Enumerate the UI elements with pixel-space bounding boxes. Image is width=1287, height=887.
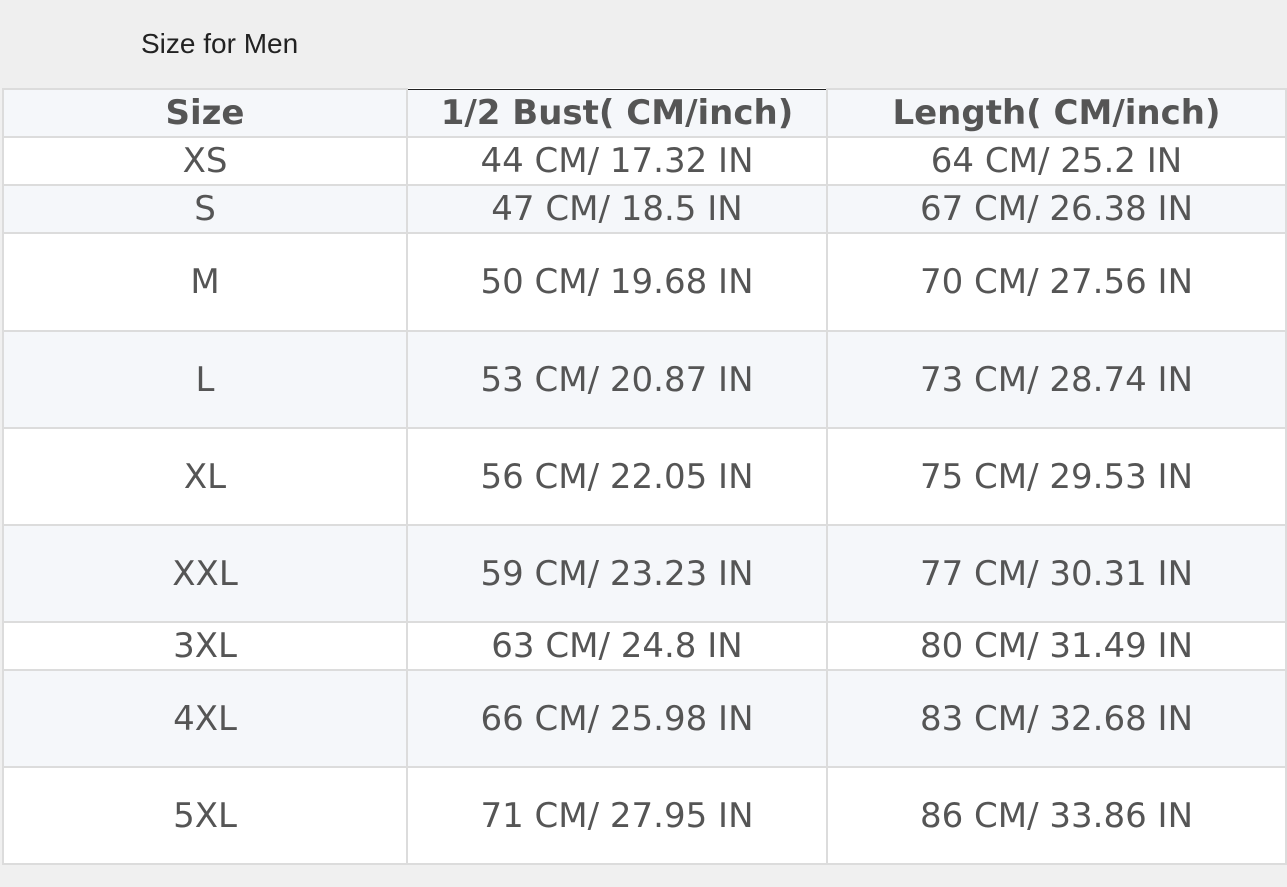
cell-length: 73 CM/ 28.74 IN xyxy=(826,330,1287,429)
header-size: Size xyxy=(2,88,408,138)
cell-bust: 59 CM/ 23.23 IN xyxy=(406,524,828,623)
cell-size: S xyxy=(2,184,408,234)
header-bust: 1/2 Bust( CM/inch) xyxy=(406,88,828,138)
page-title: Size for Men xyxy=(141,28,299,59)
cell-length: 67 CM/ 26.38 IN xyxy=(826,184,1287,234)
cell-length: 64 CM/ 25.2 IN xyxy=(826,136,1287,186)
cell-bust: 66 CM/ 25.98 IN xyxy=(406,669,828,768)
cell-length: 80 CM/ 31.49 IN xyxy=(826,621,1287,671)
table-row: L 53 CM/ 20.87 IN 73 CM/ 28.74 IN xyxy=(2,330,1287,429)
cell-bust: 50 CM/ 19.68 IN xyxy=(406,232,828,332)
table-header-row: Size 1/2 Bust( CM/inch) Length( CM/inch) xyxy=(2,88,1287,138)
table-row: 4XL 66 CM/ 25.98 IN 83 CM/ 32.68 IN xyxy=(2,669,1287,768)
cell-size: XL xyxy=(2,427,408,526)
cell-bust: 63 CM/ 24.8 IN xyxy=(406,621,828,671)
table-row: XL 56 CM/ 22.05 IN 75 CM/ 29.53 IN xyxy=(2,427,1287,526)
cell-bust: 53 CM/ 20.87 IN xyxy=(406,330,828,429)
cell-bust: 56 CM/ 22.05 IN xyxy=(406,427,828,526)
cell-length: 70 CM/ 27.56 IN xyxy=(826,232,1287,332)
cell-size: 3XL xyxy=(2,621,408,671)
cell-length: 83 CM/ 32.68 IN xyxy=(826,669,1287,768)
table-row: 5XL 71 CM/ 27.95 IN 86 CM/ 33.86 IN xyxy=(2,766,1287,865)
cell-size: M xyxy=(2,232,408,332)
table-row: XS 44 CM/ 17.32 IN 64 CM/ 25.2 IN xyxy=(2,136,1287,186)
cell-size: XS xyxy=(2,136,408,186)
table-row: S 47 CM/ 18.5 IN 67 CM/ 26.38 IN xyxy=(2,184,1287,234)
cell-size: XXL xyxy=(2,524,408,623)
cell-size: L xyxy=(2,330,408,429)
cell-length: 86 CM/ 33.86 IN xyxy=(826,766,1287,865)
cell-bust: 71 CM/ 27.95 IN xyxy=(406,766,828,865)
table-row: 3XL 63 CM/ 24.8 IN 80 CM/ 31.49 IN xyxy=(2,621,1287,671)
cell-length: 77 CM/ 30.31 IN xyxy=(826,524,1287,623)
header-length: Length( CM/inch) xyxy=(826,88,1287,138)
table-row: XXL 59 CM/ 23.23 IN 77 CM/ 30.31 IN xyxy=(2,524,1287,623)
table-row: M 50 CM/ 19.68 IN 70 CM/ 27.56 IN xyxy=(2,232,1287,332)
cell-size: 5XL xyxy=(2,766,408,865)
cell-length: 75 CM/ 29.53 IN xyxy=(826,427,1287,526)
cell-bust: 44 CM/ 17.32 IN xyxy=(406,136,828,186)
size-table: Size 1/2 Bust( CM/inch) Length( CM/inch)… xyxy=(2,88,1287,865)
cell-size: 4XL xyxy=(2,669,408,768)
cell-bust: 47 CM/ 18.5 IN xyxy=(406,184,828,234)
title-bar: Size for Men xyxy=(0,0,1287,88)
